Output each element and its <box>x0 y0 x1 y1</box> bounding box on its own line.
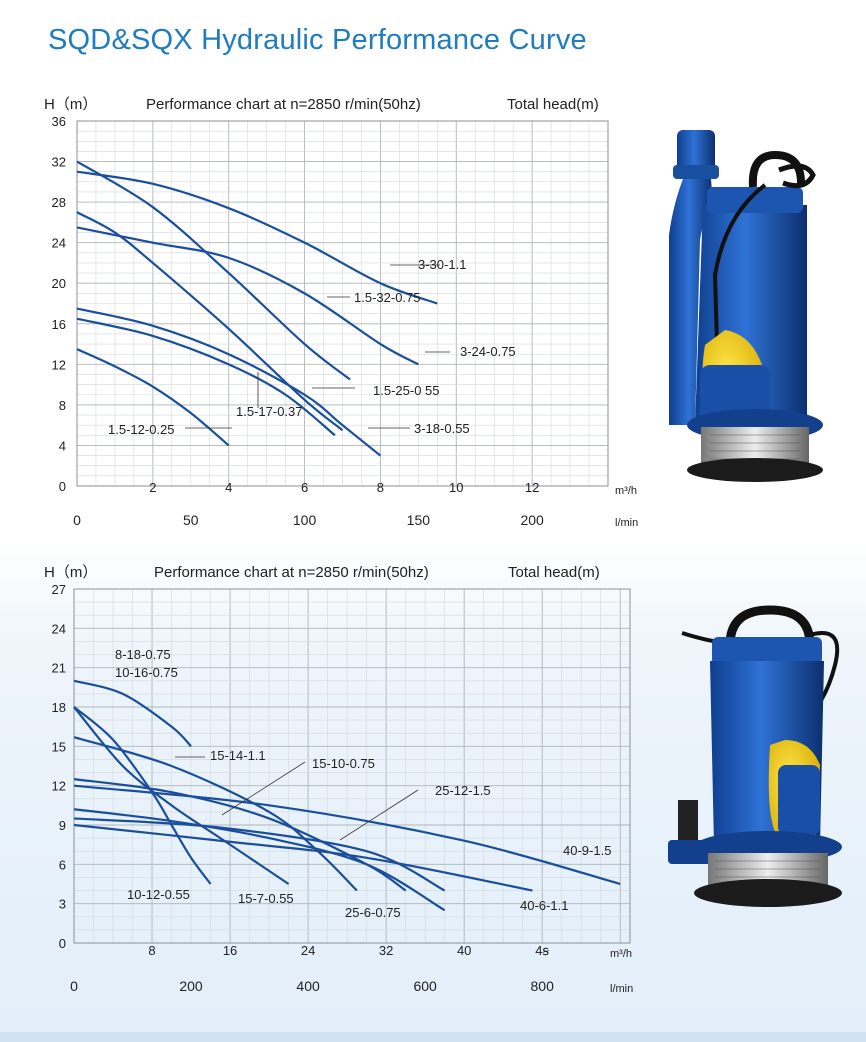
annotation-label: 40-9-1.5 <box>563 843 611 858</box>
y-tick-label: 0 <box>59 479 66 494</box>
annotation-leader <box>339 789 419 841</box>
annotation-label: 1.5-17-0.37 <box>236 404 303 419</box>
annotation-label: 1.5-12-0.25 <box>108 422 175 437</box>
series-line-3-24-0.75 <box>76 226 419 366</box>
chart-title: Performance chart at n=2850 r/min(50hz) <box>154 564 429 581</box>
annotation-label: 15-10-0.75 <box>312 756 375 771</box>
x-unit-label: m³/h <box>610 948 632 960</box>
y-tick-label: 24 <box>52 236 66 251</box>
right-axis-label: Total head(m) <box>507 96 599 113</box>
series-line-1.5-17-0.37 <box>76 317 336 437</box>
x-tick-label: 8 <box>148 943 155 958</box>
x2-tick-label: 600 <box>413 978 437 994</box>
annotation-label: 15-14-1.1 <box>210 748 266 763</box>
annotation-label: 25-12-1.5 <box>435 783 491 798</box>
x2-tick-label: 0 <box>70 978 78 994</box>
y-tick-label: 32 <box>52 155 66 170</box>
y-tick-label: 24 <box>52 621 66 636</box>
series-line-15-7-0.55 <box>73 706 290 885</box>
x-tick-label: 4ꞩ <box>535 943 549 958</box>
y-tick-label: 0 <box>59 936 66 951</box>
annotation-label: 3-24-0.75 <box>460 344 516 359</box>
performance-chart-2: H（m） Performance chart at n=2850 r/min(50… <box>44 564 633 995</box>
series-line-10-12-0.55 <box>73 706 212 885</box>
x-tick-label: 4 <box>225 480 232 495</box>
right-axis-label: Total head(m) <box>508 564 600 581</box>
annotation-label: 1.5-25-0 55 <box>373 383 440 398</box>
annotation-label: 8-18-0.75 <box>115 647 171 662</box>
y-tick-label: 3 <box>59 897 66 912</box>
y-tick-label: 18 <box>52 700 66 715</box>
series-line-8-18-0.75 <box>73 679 192 748</box>
x2-tick-label: 100 <box>293 512 317 528</box>
x-tick-label: 40 <box>457 943 471 958</box>
y-tick-label: 36 <box>52 114 66 129</box>
y-tick-label: 27 <box>52 582 66 597</box>
bottom-strip <box>0 1032 866 1042</box>
y-tick-label: 21 <box>52 661 66 676</box>
x-tick-label: 2 <box>149 480 156 495</box>
plot-frame <box>73 588 631 944</box>
y-tick-label: 6 <box>59 857 66 872</box>
y-tick-label: 12 <box>52 779 66 794</box>
x2-tick-label: 200 <box>179 978 203 994</box>
annotation-leader <box>221 761 306 816</box>
annotation-label: 10-12-0.55 <box>127 887 190 902</box>
x2-tick-label: 50 <box>183 512 199 528</box>
series-line-25-6-0.75 <box>73 808 446 912</box>
series-line-1.5-12-0.25 <box>76 348 230 447</box>
x2-tick-label: 200 <box>520 512 544 528</box>
y-tick-label: 28 <box>52 195 66 210</box>
annotation-label: 10-16-0.75 <box>115 665 178 680</box>
series-line-25-12-1.5 <box>73 817 446 892</box>
x-unit-label: m³/h <box>615 485 637 497</box>
y-axis-label: H（m） <box>44 564 97 581</box>
annotation-label: 3-30-1.1 <box>418 257 466 272</box>
plot-frame <box>76 120 609 487</box>
annotation-label: 3-18-0.55 <box>414 421 470 436</box>
x2-tick-label: 0 <box>73 512 81 528</box>
x-tick-label: 32 <box>379 943 393 958</box>
series-line-3-18-0.55 <box>76 307 382 457</box>
chart-title: Performance chart at n=2850 r/min(50hz) <box>146 96 421 113</box>
y-tick-label: 16 <box>52 317 66 332</box>
x-tick-label: 16 <box>223 943 237 958</box>
x-tick-label: 6 <box>301 480 308 495</box>
annotation-label: 40-6-1.1 <box>520 898 568 913</box>
y-tick-label: 12 <box>52 357 66 372</box>
x2-tick-label: 400 <box>296 978 320 994</box>
x-tick-label: 10 <box>449 480 463 495</box>
x-tick-label: 12 <box>525 480 539 495</box>
y-tick-label: 20 <box>52 276 66 291</box>
sqx-pump-image <box>668 605 842 907</box>
x-tick-label: 8 <box>377 480 384 495</box>
y-tick-label: 8 <box>59 398 66 413</box>
page-title: SQD&SQX Hydraulic Performance Curve <box>48 24 587 56</box>
y-tick-label: 9 <box>59 818 66 833</box>
x2-unit-label: l/min <box>610 983 633 995</box>
annotation-label: 1.5-32-0.75 <box>354 290 421 305</box>
series-line-40-6-1.1 <box>73 823 533 892</box>
performance-chart-1: H（m） Performance chart at n=2850 r/min(50… <box>44 96 638 529</box>
series-line-1.5-25-0.55 <box>76 211 344 432</box>
series-line-40-9-1.5 <box>73 784 621 886</box>
y-axis-label: H（m） <box>44 96 97 113</box>
sqd-pump-image <box>669 130 823 482</box>
x2-tick-label: 150 <box>407 512 431 528</box>
x2-tick-label: 800 <box>531 978 555 994</box>
series-line-3-30-1.1 <box>76 170 438 305</box>
y-tick-label: 4 <box>59 438 66 453</box>
series-line-1.5-32-0.75 <box>76 160 351 381</box>
annotation-label: 25-6-0.75 <box>345 905 401 920</box>
annotation-label: 15-7-0.55 <box>238 891 294 906</box>
y-tick-label: 15 <box>52 739 66 754</box>
x2-unit-label: l/min <box>615 517 638 529</box>
x-tick-label: 24 <box>301 943 315 958</box>
